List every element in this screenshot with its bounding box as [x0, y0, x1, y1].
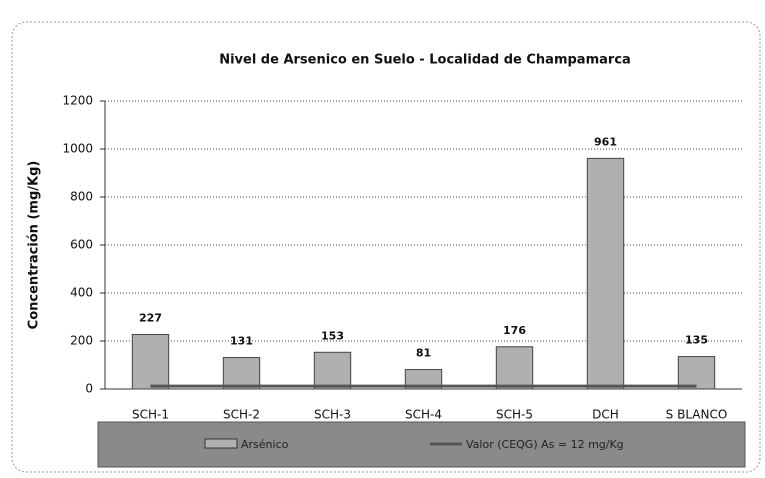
data-label: 176: [503, 324, 526, 337]
y-tick-label: 400: [70, 286, 93, 300]
x-tick-label: SCH-1: [132, 408, 169, 422]
legend-swatch: [204, 438, 238, 449]
x-tick-label: S BLANCO: [666, 408, 728, 422]
data-label: 153: [321, 329, 344, 342]
data-label: 961: [594, 135, 617, 148]
y-axis-label: Concentración (mg/Kg): [27, 161, 42, 330]
legend-label: Valor (CEQG) As = 12 mg/Kg: [466, 438, 624, 451]
data-label: 131: [230, 335, 253, 348]
x-tick-label: DCH: [592, 408, 619, 422]
y-tick-label: 600: [70, 238, 93, 252]
bar: [131, 334, 170, 390]
bar: [495, 346, 534, 390]
x-tick-label: SCH-2: [223, 408, 260, 422]
y-tick-label: 200: [70, 334, 93, 348]
legend-label: Arsénico: [241, 438, 289, 451]
x-tick-label: SCH-3: [314, 408, 351, 422]
x-tick-label: SCH-4: [405, 408, 442, 422]
bar: [586, 157, 625, 390]
bar: [313, 351, 352, 390]
y-tick-label: 1200: [62, 94, 93, 108]
data-label: 135: [685, 334, 708, 347]
data-label: 227: [139, 312, 162, 325]
chart-title: Nivel de Arsenico en Suelo - Localidad d…: [219, 53, 631, 68]
y-tick-label: 0: [85, 382, 93, 396]
y-tick-label: 1000: [62, 142, 93, 156]
bar: [404, 369, 443, 390]
bar: [222, 357, 261, 390]
bar: [677, 356, 716, 390]
y-tick-label: 800: [70, 190, 93, 204]
chart-border: [11, 21, 761, 473]
x-tick-label: SCH-5: [496, 408, 533, 422]
legend-box: [97, 421, 746, 468]
data-label: 81: [416, 347, 431, 360]
